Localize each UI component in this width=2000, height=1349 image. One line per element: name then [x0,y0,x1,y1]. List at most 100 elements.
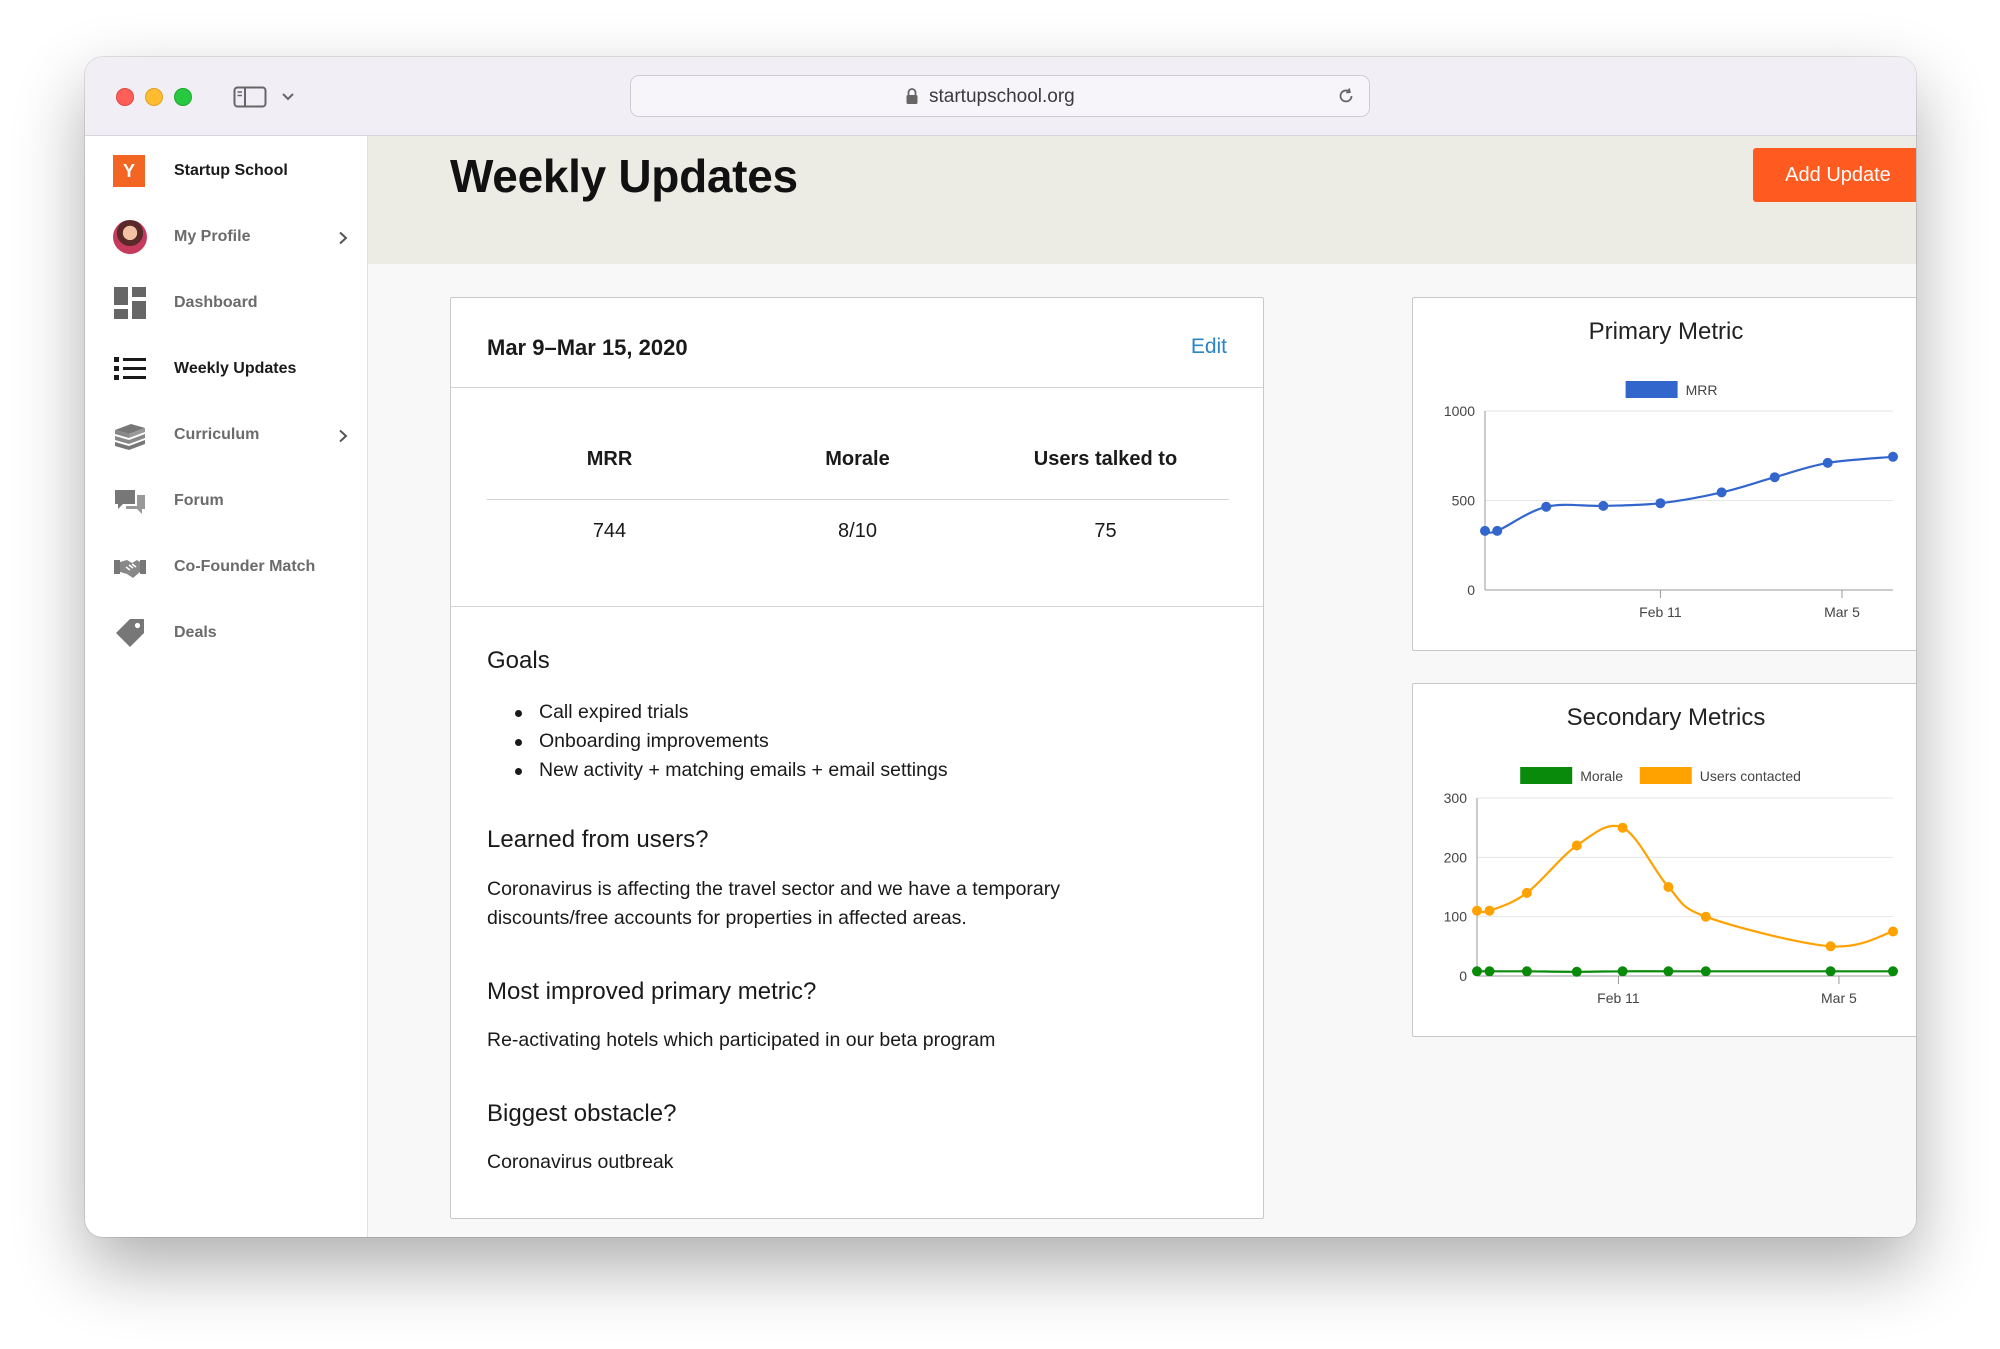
sidebar-nav: Y Startup School My Profile Dashboard [85,136,368,1237]
legend-swatch [1639,767,1692,784]
y-tick-label: 200 [1444,849,1468,865]
edit-link[interactable]: Edit [1190,335,1227,358]
data-point [1700,966,1711,977]
data-point [1888,926,1898,937]
sidebar-item-label: Deals [174,624,217,641]
learned-heading: Learned from users? [487,826,709,853]
legend-label: MRR [1686,382,1718,398]
list-item: New activity + matching emails + email s… [511,756,948,785]
x-tick-label: Mar 5 [1824,604,1860,620]
goals-list: Call expired trials Onboarding improveme… [511,698,948,785]
legend-swatch [1625,381,1678,398]
data-point [1825,941,1836,952]
zoom-window-button[interactable] [174,88,192,106]
data-point [1472,966,1482,977]
sidebar-item-weekly-updates[interactable]: Weekly Updates [85,344,368,394]
legend-swatch [1520,767,1573,784]
data-point [1472,905,1482,916]
url-text: startupschool.org [929,86,1075,107]
list-item: Onboarding improvements [511,727,948,756]
chevron-down-icon[interactable] [281,91,295,103]
x-tick-label: Feb 11 [1639,604,1682,620]
avatar [113,220,147,254]
sidebar-item-label: Dashboard [174,294,258,311]
update-date-range: Mar 9–Mar 15, 2020 [487,335,688,360]
brand-label: Startup School [174,162,288,179]
data-point [1598,500,1609,511]
data-point [1521,966,1532,977]
list-icon [114,357,146,380]
y-tick-label: 500 [1452,493,1476,509]
add-update-button[interactable]: Add Update [1753,148,1916,202]
dashboard-icon [114,287,146,319]
page-header: Weekly Updates Add Update [368,136,1916,264]
metric-value-morale: 8/10 [838,520,877,542]
tag-icon [116,619,144,647]
sidebar-item-deals[interactable]: Deals [85,608,368,658]
sidebar-item-forum[interactable]: Forum [85,476,368,526]
sidebar-item-label: My Profile [174,228,251,245]
metrics-divider [487,499,1229,500]
metric-header-mrr: MRR [586,448,633,470]
sidebar-item-label: Co-Founder Match [174,558,316,575]
ycombinator-logo: Y [113,155,145,187]
y-tick-label: 0 [1467,582,1475,598]
chevron-right-icon [339,231,348,245]
weekly-update-card: Mar 9–Mar 15, 2020 Edit MRR Morale Users… [450,297,1264,1219]
metric-header-morale: Morale [825,448,890,470]
primary-metric-chart: 0 500 1000 Feb 11 Mar 5 MRR [1444,381,1898,620]
main-content: Weekly Updates Add Update Mar 9–Mar 15, … [368,136,1916,1237]
metric-value-users-talked-to: 75 [1094,520,1117,542]
chat-icon [115,490,145,514]
x-tick-label: Mar 5 [1821,990,1857,1006]
primary-metric-chart-card: Primary Metric 0 500 1000 Feb 11 Mar 5 MRR [1412,297,1916,651]
list-item: Call expired trials [511,698,948,727]
sidebar-item-label: Curriculum [174,426,260,443]
legend-label: Morale [1580,768,1623,784]
sidebar-toggle-icon[interactable] [233,86,267,108]
data-point [1617,822,1628,833]
metric-header-users-talked-to: Users talked to [1033,448,1178,470]
y-tick-label: 0 [1459,968,1467,984]
browser-window: startupschool.org Y Startup School My Pr… [85,57,1916,1237]
data-point [1663,966,1674,977]
data-point [1484,966,1495,977]
obstacle-text: Coronavirus outbreak [487,1151,674,1173]
metrics-table: MRR Morale Users talked to 744 8/10 75 [451,388,1263,607]
address-bar[interactable]: startupschool.org [630,75,1370,117]
data-point [1480,525,1490,536]
handshake-icon [114,560,146,578]
books-icon [115,424,145,450]
sidebar-item-my-profile[interactable]: My Profile [85,212,368,262]
series-line [1484,455,1894,534]
data-point [1541,501,1552,512]
sidebar-item-co-founder-match[interactable]: Co-Founder Match [85,542,368,592]
sidebar-brand[interactable]: Y Startup School [85,146,368,196]
sidebar-item-curriculum[interactable]: Curriculum [85,410,368,460]
secondary-metrics-chart: 0 100 200 300 Feb 11 Mar 5 Morale Users contact… [1444,767,1898,1006]
data-point [1492,525,1503,536]
minimize-window-button[interactable] [145,88,163,106]
legend-label: Users contacted [1700,768,1801,784]
data-point [1571,966,1582,977]
data-point [1716,487,1727,498]
x-tick-label: Feb 11 [1597,990,1640,1006]
series-line [1476,824,1894,948]
y-tick-label: 100 [1444,909,1468,925]
goals-heading: Goals [487,647,550,674]
improved-heading: Most improved primary metric? [487,978,817,1005]
close-window-button[interactable] [116,88,134,106]
chart-title: Secondary Metrics [1566,704,1766,731]
sidebar-item-label: Weekly Updates [174,360,297,377]
chart-title: Primary Metric [1588,318,1744,345]
series-line [1477,970,1893,973]
data-point [1825,966,1836,977]
reload-icon[interactable] [1336,86,1356,106]
obstacle-heading: Biggest obstacle? [487,1100,677,1127]
sidebar-item-dashboard[interactable]: Dashboard [85,278,368,328]
data-point [1888,966,1898,977]
data-point [1700,911,1711,922]
y-tick-label: 300 [1444,790,1468,806]
lock-icon [906,88,918,104]
improved-text: Re-activating hotels which participated … [487,1029,996,1051]
